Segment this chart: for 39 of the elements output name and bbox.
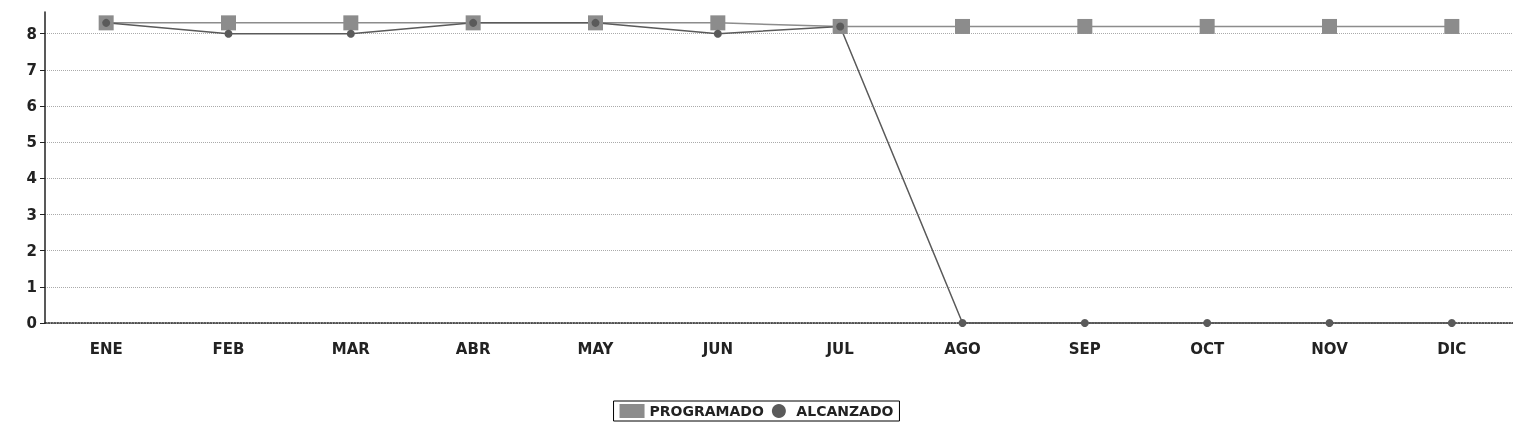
x-tick-label: OCT [1190, 339, 1225, 358]
point [1203, 319, 1212, 327]
x-tick-label: ABR [455, 339, 491, 358]
legend-label: PROGRAMADO [649, 403, 764, 419]
point [1444, 18, 1460, 34]
y-tick-label: 0 [26, 314, 37, 332]
legend-label: ALCANZADO [796, 403, 894, 419]
point [710, 15, 726, 31]
point [1080, 319, 1089, 327]
x-tick-label: NOV [1311, 339, 1349, 358]
x-tick-label: FEB [212, 339, 245, 358]
y-tick-label: 8 [26, 24, 37, 43]
x-tick-label: MAY [577, 339, 615, 358]
x-tick-label: DIC [1437, 339, 1467, 358]
y-tick-label: 2 [26, 241, 37, 260]
point [713, 29, 722, 38]
x-tick-label: SEP [1068, 339, 1101, 358]
x-tick-label: AGO [944, 339, 981, 358]
y-tick-label: 6 [26, 97, 37, 116]
point [224, 29, 233, 38]
y-tick-label: 7 [26, 60, 37, 79]
y-tick-label: 3 [26, 205, 37, 224]
x-tick-label: MAR [331, 339, 371, 358]
y-tick-label: 1 [26, 277, 37, 296]
point [1322, 18, 1337, 34]
x-tick-label: JUL [825, 339, 855, 358]
point [955, 18, 970, 34]
y-tick-label: 4 [26, 169, 37, 188]
point [343, 15, 359, 31]
x-tick-label: ENE [89, 339, 123, 358]
point [1447, 319, 1456, 327]
point [1325, 319, 1334, 327]
x-tick-label: JUN [701, 339, 733, 358]
point [1199, 18, 1215, 34]
point [221, 15, 236, 31]
point [958, 319, 967, 327]
point [1077, 18, 1093, 34]
point [346, 29, 355, 38]
y-tick-label: 5 [26, 133, 37, 152]
